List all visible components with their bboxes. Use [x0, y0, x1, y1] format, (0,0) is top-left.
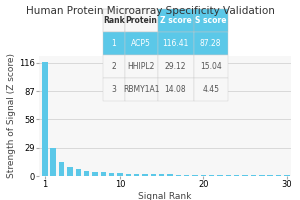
- Bar: [284, 175, 289, 176]
- Bar: [142, 174, 148, 176]
- Text: HHIPL2: HHIPL2: [127, 62, 155, 71]
- Bar: [151, 174, 156, 176]
- Text: 116.41: 116.41: [162, 39, 189, 48]
- Text: S score: S score: [195, 16, 226, 25]
- Bar: [167, 174, 173, 176]
- Bar: [159, 174, 164, 176]
- Text: 4.45: 4.45: [202, 85, 219, 94]
- Bar: [126, 174, 131, 176]
- Bar: [192, 175, 198, 176]
- Bar: [134, 174, 139, 176]
- Bar: [259, 175, 265, 176]
- Bar: [226, 175, 231, 176]
- Bar: [76, 169, 81, 176]
- Bar: [50, 148, 56, 176]
- Text: Protein: Protein: [125, 16, 157, 25]
- Bar: [100, 172, 106, 176]
- Text: Human Protein Microarray Specificity Validation: Human Protein Microarray Specificity Val…: [26, 6, 275, 16]
- Text: 1: 1: [112, 39, 116, 48]
- Bar: [209, 175, 214, 176]
- Bar: [176, 175, 181, 176]
- Bar: [109, 173, 114, 176]
- Bar: [218, 175, 223, 176]
- Text: RBMY1A1: RBMY1A1: [123, 85, 159, 94]
- Y-axis label: Strength of Signal (Z score): Strength of Signal (Z score): [7, 53, 16, 178]
- X-axis label: Signal Rank: Signal Rank: [138, 192, 192, 200]
- Text: 2: 2: [112, 62, 116, 71]
- Bar: [42, 62, 48, 176]
- Bar: [251, 175, 256, 176]
- Bar: [242, 175, 248, 176]
- Bar: [84, 171, 89, 176]
- Text: Z score: Z score: [160, 16, 191, 25]
- Bar: [201, 175, 206, 176]
- Bar: [92, 172, 98, 176]
- Bar: [59, 162, 64, 176]
- Bar: [117, 173, 123, 176]
- Text: Rank: Rank: [103, 16, 125, 25]
- Bar: [276, 175, 281, 176]
- Text: 14.08: 14.08: [165, 85, 186, 94]
- Bar: [67, 167, 73, 176]
- Bar: [234, 175, 239, 176]
- Text: ACP5: ACP5: [131, 39, 151, 48]
- Text: 29.12: 29.12: [165, 62, 186, 71]
- Text: 3: 3: [112, 85, 116, 94]
- Text: 87.28: 87.28: [200, 39, 221, 48]
- Bar: [267, 175, 273, 176]
- Bar: [184, 175, 189, 176]
- Text: 15.04: 15.04: [200, 62, 222, 71]
